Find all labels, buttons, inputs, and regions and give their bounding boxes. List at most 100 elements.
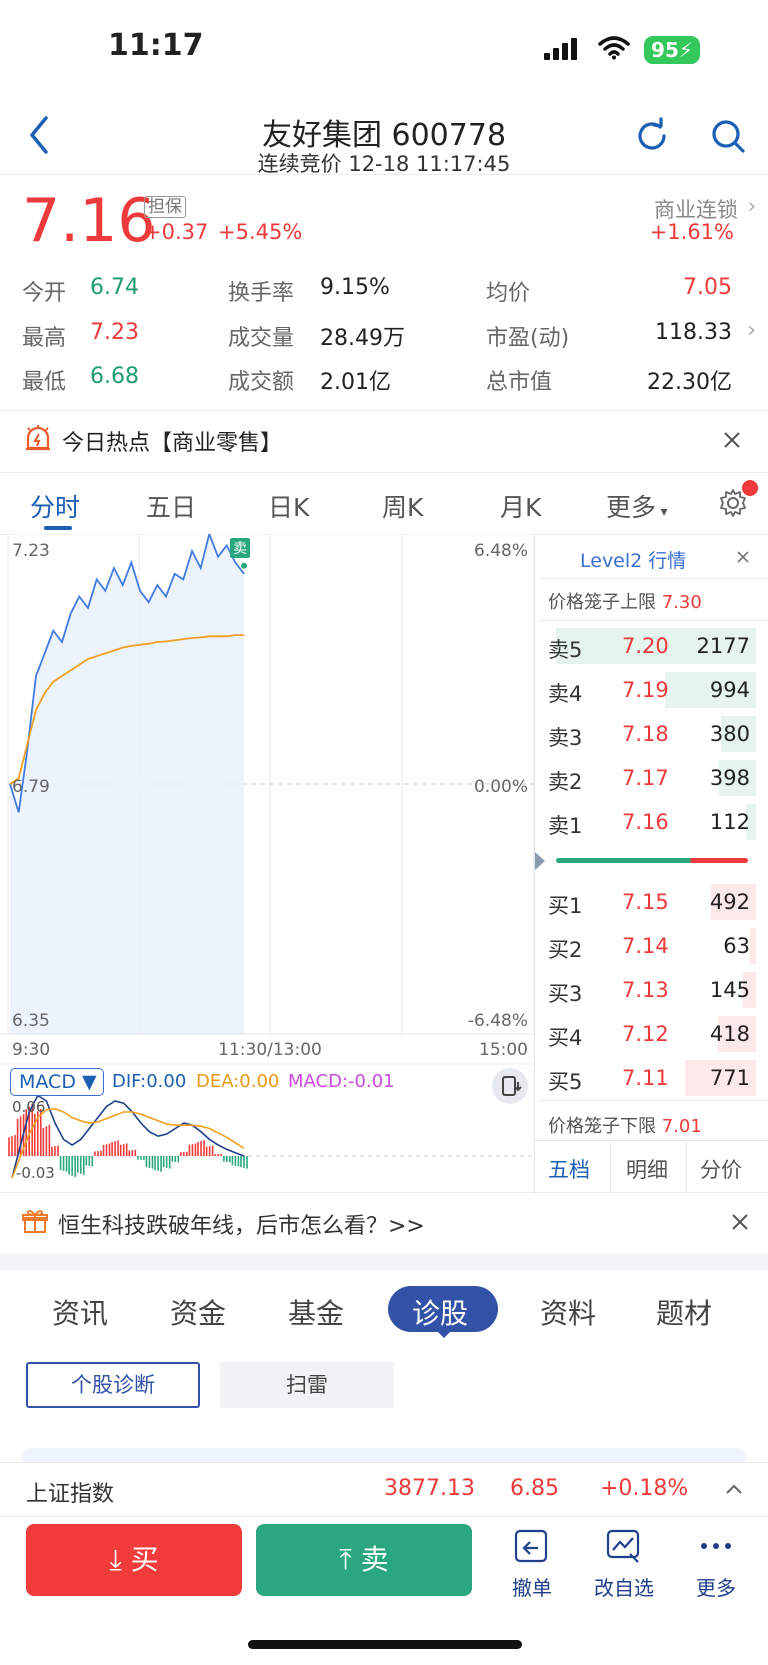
divider [0,1516,768,1517]
avg-value: 7.05 [683,275,732,300]
edit-watchlist-label[interactable]: 改自选 [594,1576,654,1600]
tab-details[interactable]: 明细 [626,1158,668,1182]
index-ticker-bar[interactable] [0,1462,768,1516]
bid-vol: 63 [723,934,750,958]
price-change: +0.37 [144,220,209,244]
refresh-icon[interactable] [632,116,672,156]
pe-value[interactable]: 118.33 [655,320,732,345]
indicator-selector[interactable]: MACD ▼ [10,1068,104,1096]
pe-label[interactable]: 市盈(动) [486,326,570,351]
divider [0,1192,768,1193]
tab-intraday[interactable]: 分时 [30,493,81,522]
tab-diagnosis[interactable]: 诊股 [412,1297,469,1330]
divider [540,578,768,579]
sell-button[interactable]: ⤒ 卖 [256,1524,472,1596]
gift-icon [22,1210,48,1233]
buy-sell-ratio-bar [556,858,748,863]
bid-price: 7.13 [622,978,669,1002]
chevron-right-icon[interactable]: › [747,318,756,343]
tab-price-distribution[interactable]: 分价 [700,1158,742,1182]
edit-watchlist-icon[interactable] [604,1528,644,1564]
ask-price: 7.17 [622,766,669,790]
intraday-chart[interactable]: 卖 7.23 6.79 6.35 6.48% 0.00% -6.48% 9:30… [0,534,534,1192]
news-banner-text[interactable]: 恒生科技跌破年线，后市怎么看？>> [58,1214,425,1239]
search-icon[interactable] [708,116,748,156]
tab-five-levels[interactable]: 五档 [548,1158,590,1182]
price-cage-upper-label: 价格笼子上限 [548,592,656,613]
back-icon[interactable] [24,110,54,160]
chevron-up-icon[interactable] [724,1482,744,1496]
bid-price: 7.11 [622,1066,669,1090]
bid-label: 买3 [548,982,583,1006]
tab-news[interactable]: 资讯 [52,1297,109,1330]
pct-axis-bottom: -6.48% [468,1011,528,1031]
home-indicator[interactable] [248,1640,522,1649]
close-icon[interactable] [722,430,742,450]
battery-indicator: 95⚡ [644,36,700,64]
tab-monthly-k[interactable]: 月K [500,493,542,522]
buy-button[interactable]: ⤓ 买 [26,1524,242,1596]
tab-daily-k[interactable]: 日K [268,493,310,522]
index-name[interactable]: 上证指数 [26,1482,115,1507]
stock-diagnosis-button[interactable]: 个股诊断 [26,1362,200,1408]
ask-vol: 380 [709,722,750,746]
amount-value: 2.01亿 [320,370,391,395]
divider [534,534,535,1194]
sell-marker: 卖 [230,538,250,558]
tab-profile[interactable]: 资料 [540,1297,597,1330]
turnover-value: 9.15% [320,275,390,300]
tab-funds[interactable]: 基金 [288,1297,345,1330]
ask-price: 7.19 [622,678,669,702]
chevron-right-icon[interactable]: › [747,194,756,218]
sector-link[interactable]: 商业连锁 [654,198,738,222]
y-axis-top: 7.23 [12,541,50,561]
rotate-icon [502,1076,522,1096]
bid-vol: 145 [709,978,750,1002]
gear-icon[interactable] [718,488,748,518]
cancel-order-icon[interactable] [512,1528,552,1564]
tab-more[interactable]: 更多 ▾ [606,488,668,524]
low-value: 6.68 [90,364,139,389]
ask-label: 卖1 [548,814,583,838]
hot-topic-text[interactable]: 今日热点【商业零售】 [62,431,283,456]
volume-bar [719,760,756,796]
close-icon[interactable] [730,1212,750,1232]
caret-down-icon: ▾ [656,504,668,520]
ask-label: 卖3 [548,726,583,750]
sell-arrow-icon: ⤒ [339,1543,361,1576]
cancel-order-label[interactable]: 撤单 [512,1576,552,1600]
more-icon[interactable] [696,1528,736,1564]
ask-vol: 398 [709,766,750,790]
battery-level: 95 [651,38,679,62]
sector-change-pct: +1.61% [649,220,734,244]
price-cage-upper-value: 7.30 [661,592,702,613]
buy-label: 买 [130,1543,159,1576]
low-label: 最低 [22,370,67,395]
ask-price: 7.18 [622,722,669,746]
tab-themes[interactable]: 题材 [656,1297,713,1330]
volume-bar [718,1016,756,1052]
active-tab-indicator [44,526,72,530]
risk-scan-button[interactable]: 扫雷 [220,1362,394,1408]
last-price-dot [241,562,247,569]
more-label[interactable]: 更多 [696,1576,736,1600]
divider [540,620,768,621]
price-cage-lower-value: 7.01 [661,1116,702,1137]
amount-label: 成交额 [228,370,295,395]
wifi-icon [598,36,630,60]
level2-title[interactable]: Level2 行情 [580,550,687,572]
ask-price: 7.20 [622,634,669,658]
tab-weekly-k[interactable]: 周K [382,493,424,522]
rotate-screen-button[interactable] [492,1068,528,1104]
close-icon[interactable] [736,550,750,564]
volume-bar [743,972,756,1008]
open-label: 今开 [22,281,67,306]
tab-capital[interactable]: 资金 [170,1297,227,1330]
bid-vol: 492 [709,890,750,914]
volume-label: 成交量 [228,326,295,351]
bid-price: 7.12 [622,1022,669,1046]
collapse-arrow-icon[interactable] [535,852,545,870]
margin-badge: 担保 [144,196,186,218]
sell-label: 卖 [360,1543,389,1576]
tab-five-day[interactable]: 五日 [146,493,197,522]
